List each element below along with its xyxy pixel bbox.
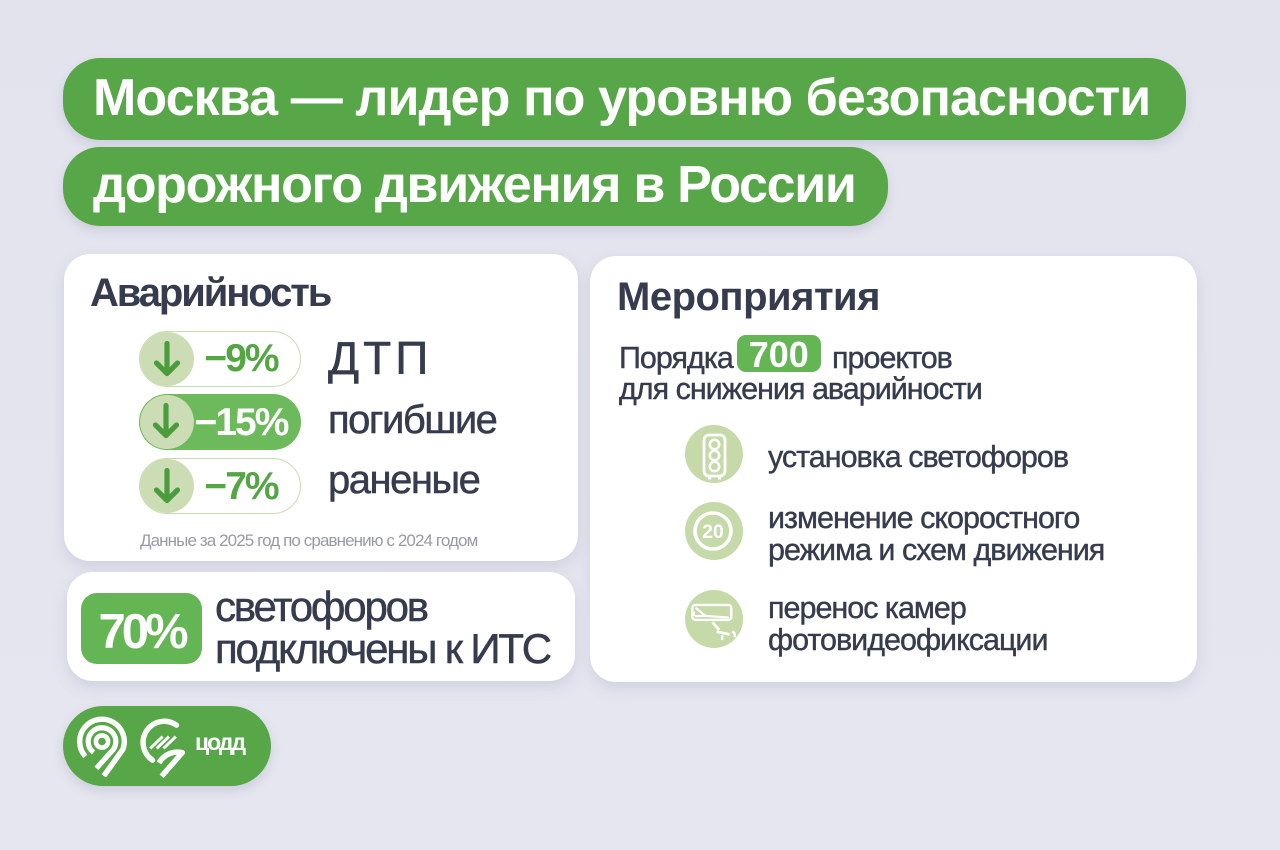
- svg-text:20: 20: [702, 521, 724, 543]
